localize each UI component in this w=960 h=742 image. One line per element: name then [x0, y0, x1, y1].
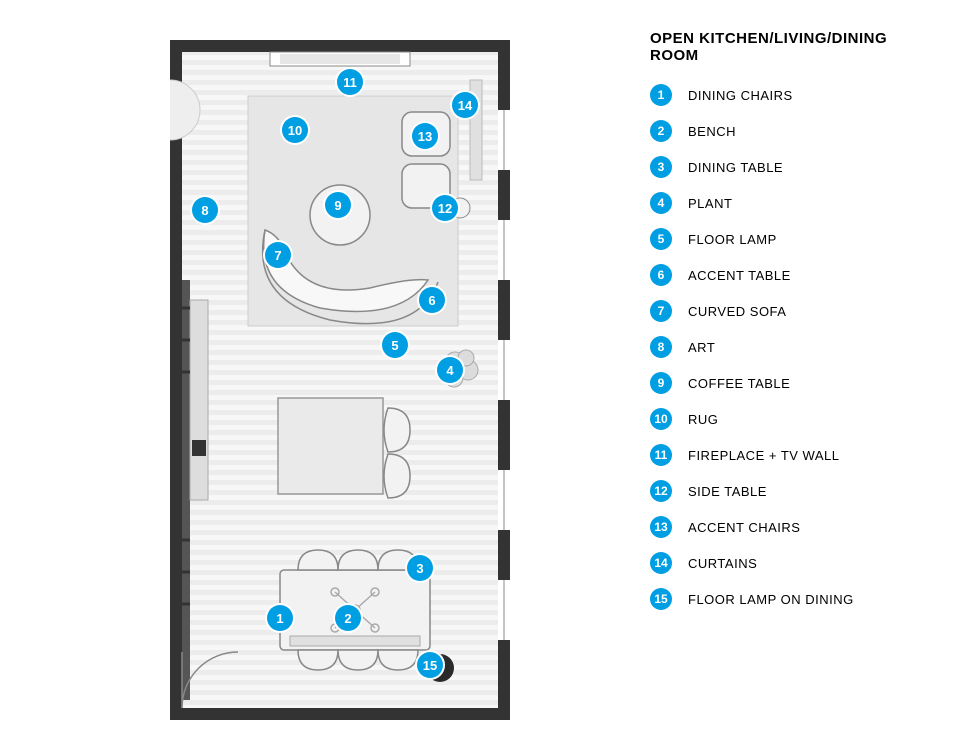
plan-marker-7[interactable]: 7	[265, 242, 291, 268]
legend-label: COFFEE TABLE	[688, 376, 790, 391]
plan-marker-6[interactable]: 6	[419, 287, 445, 313]
legend-list: 1 DINING CHAIRS 2 BENCH 3 DINING TABLE 4 PLANT 5…	[650, 84, 940, 610]
legend-item-15: 15 FLOOR LAMP ON DINING	[650, 588, 940, 610]
legend-number-badge: 6	[650, 264, 672, 286]
legend-label: DINING TABLE	[688, 160, 783, 175]
legend-item-1: 1 DINING CHAIRS	[650, 84, 940, 106]
legend-item-13: 13 ACCENT CHAIRS	[650, 516, 940, 538]
legend-number-badge: 10	[650, 408, 672, 430]
legend-number-badge: 12	[650, 480, 672, 502]
legend-item-14: 14 CURTAINS	[650, 552, 940, 574]
legend-number-badge: 4	[650, 192, 672, 214]
legend-number-badge: 13	[650, 516, 672, 538]
legend-number-badge: 3	[650, 156, 672, 178]
plan-marker-15[interactable]: 15	[417, 652, 443, 678]
plan-marker-14[interactable]: 14	[452, 92, 478, 118]
legend-label: FLOOR LAMP ON DINING	[688, 592, 854, 607]
legend-number-badge: 2	[650, 120, 672, 142]
plan-marker-13[interactable]: 13	[412, 123, 438, 149]
plan-marker-2[interactable]: 2	[335, 605, 361, 631]
legend-panel: OPEN KITCHEN/LIVING/DINING ROOM 1 DINING …	[620, 0, 960, 742]
legend-label: ACCENT CHAIRS	[688, 520, 800, 535]
legend-number-badge: 9	[650, 372, 672, 394]
legend-item-3: 3 DINING TABLE	[650, 156, 940, 178]
plan-marker-11[interactable]: 11	[337, 69, 363, 95]
legend-item-6: 6 ACCENT TABLE	[650, 264, 940, 286]
plan-marker-9[interactable]: 9	[325, 192, 351, 218]
plan-marker-8[interactable]: 8	[192, 197, 218, 223]
legend-number-badge: 15	[650, 588, 672, 610]
legend-label: ART	[688, 340, 715, 355]
legend-label: PLANT	[688, 196, 732, 211]
legend-item-5: 5 FLOOR LAMP	[650, 228, 940, 250]
plan-marker-1[interactable]: 1	[267, 605, 293, 631]
plan-marker-4[interactable]: 4	[437, 357, 463, 383]
legend-number-badge: 7	[650, 300, 672, 322]
legend-item-2: 2 BENCH	[650, 120, 940, 142]
legend-label: FIREPLACE + TV WALL	[688, 448, 839, 463]
legend-label: ACCENT TABLE	[688, 268, 791, 283]
legend-label: RUG	[688, 412, 718, 427]
legend-number-badge: 1	[650, 84, 672, 106]
legend-number-badge: 14	[650, 552, 672, 574]
legend-label: CURVED SOFA	[688, 304, 786, 319]
legend-item-7: 7 CURVED SOFA	[650, 300, 940, 322]
layout-container: 123456789101112131415 OPEN KITCHEN/LIVIN…	[0, 0, 960, 742]
legend-item-9: 9 COFFEE TABLE	[650, 372, 940, 394]
legend-item-12: 12 SIDE TABLE	[650, 480, 940, 502]
legend-label: BENCH	[688, 124, 736, 139]
legend-title: OPEN KITCHEN/LIVING/DINING ROOM	[650, 30, 940, 64]
legend-label: SIDE TABLE	[688, 484, 767, 499]
legend-item-11: 11 FIREPLACE + TV WALL	[650, 444, 940, 466]
floor-plan-area: 123456789101112131415	[0, 0, 620, 742]
legend-item-10: 10 RUG	[650, 408, 940, 430]
legend-number-badge: 5	[650, 228, 672, 250]
legend-item-8: 8 ART	[650, 336, 940, 358]
legend-number-badge: 11	[650, 444, 672, 466]
plan-marker-12[interactable]: 12	[432, 195, 458, 221]
plan-marker-3[interactable]: 3	[407, 555, 433, 581]
legend-label: DINING CHAIRS	[688, 88, 793, 103]
plan-marker-10[interactable]: 10	[282, 117, 308, 143]
plan-marker-5[interactable]: 5	[382, 332, 408, 358]
legend-label: CURTAINS	[688, 556, 757, 571]
legend-number-badge: 8	[650, 336, 672, 358]
legend-item-4: 4 PLANT	[650, 192, 940, 214]
legend-label: FLOOR LAMP	[688, 232, 777, 247]
